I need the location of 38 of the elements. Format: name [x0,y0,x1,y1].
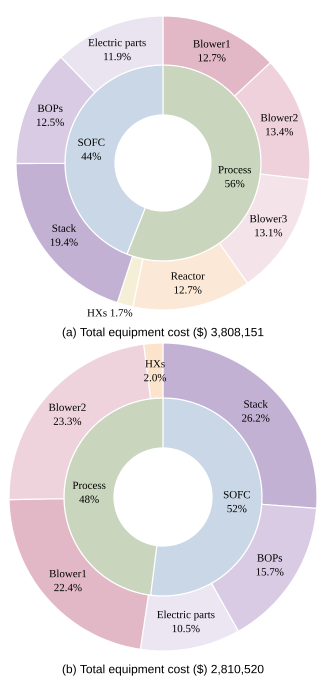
data-label: 19.4% [50,238,78,246]
slice-label: BOPs [257,554,282,562]
data-label: 26.2% [242,414,270,422]
data-label: 44% [81,152,101,160]
data-label: 12.7% [198,54,226,62]
slice-label: Process [72,482,106,489]
data-label: 2.0% [144,374,166,382]
slice-label: Electric parts [88,38,146,48]
slice-label: Stack [52,224,76,232]
slice-label: BOPs [38,104,63,112]
data-label: 56% [225,180,244,188]
slice-label: Electric parts [157,610,215,620]
slice-label: Blower2 [48,403,86,412]
data-label: 12.7% [174,286,202,294]
data-label: 12.5% [36,118,64,126]
slice-label: SOFC [224,490,250,498]
data-label: 13.4% [266,128,294,136]
slice-label: Reactor [170,272,205,280]
data-label: 52% [227,504,247,512]
slice-label: Blower1 [49,570,86,578]
data-label: 22.4% [54,584,82,592]
slice-label: Stack [244,400,268,408]
slice-label: HXs [87,309,107,316]
data-label: 15.7% [256,568,284,576]
data-label: 23.3% [54,418,82,426]
text: (b) Total equipment cost ($) 2,810,520 [62,664,264,676]
data-label: 1.7% [110,309,132,317]
data-label: 10.5% [172,624,200,632]
data-label: 13.1% [255,228,282,236]
slice-label: Process [218,166,252,174]
slice-label: Blower3 [250,214,287,222]
slice-label: HXs [145,360,165,368]
data-label: 11.9% [104,52,131,60]
slice-label: SOFC [78,138,104,146]
data-label: 48% [79,496,99,503]
slice-label: Blower2 [260,114,298,122]
slice-label: Blower1 [193,40,230,48]
text: (a) Total equipment cost ($) 3,808,151 [62,327,264,339]
